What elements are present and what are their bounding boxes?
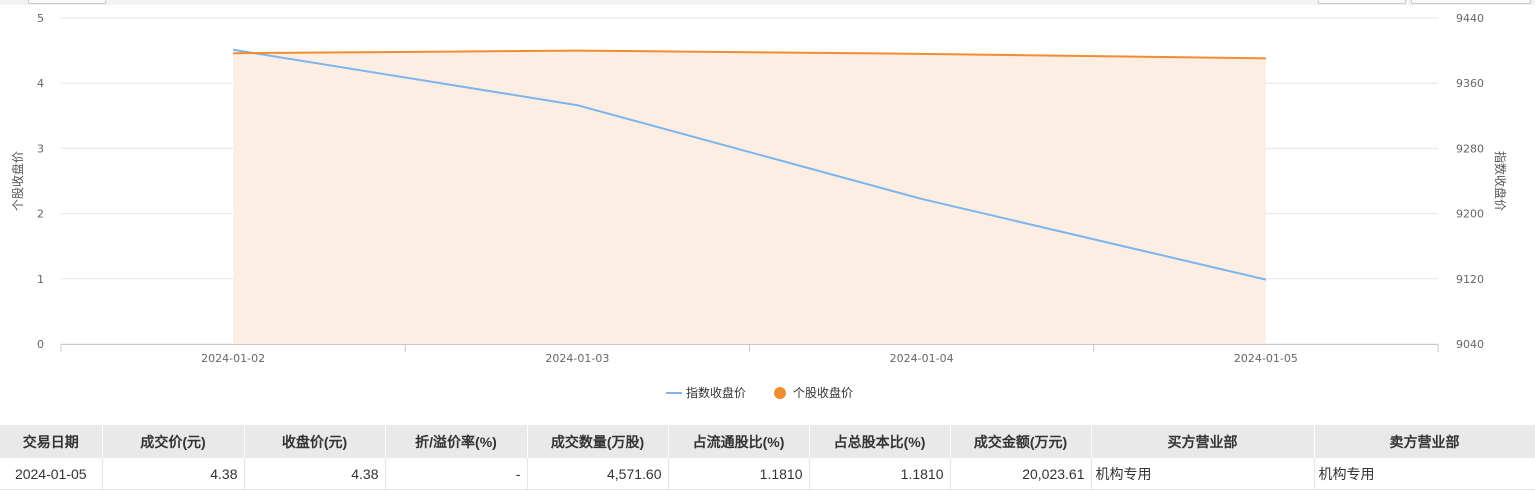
col-header-deal-price[interactable]: 成交价(元) — [102, 425, 245, 458]
table-header-row: 交易日期 成交价(元) 收盘价(元) 折/溢价率(%) 成交数量(万股) 占流通… — [0, 425, 1535, 458]
index-close-line — [232, 48, 1267, 281]
cell-trade-date: 2024-01-05 — [0, 458, 103, 490]
cell-seller-branch: 机构专用 — [1314, 458, 1535, 490]
y-left-tick-label: 0 — [37, 338, 44, 351]
y-left-tick-label: 4 — [37, 77, 44, 90]
cell-volume: 4,571.60 — [527, 458, 669, 490]
y-left-axis-title: 个股收盘价 — [10, 151, 25, 211]
col-header-seller-branch[interactable]: 卖方营业部 — [1314, 425, 1535, 458]
stock-close-line — [233, 49, 1266, 60]
axes: 0 1 2 3 4 5 9040 9120 9200 9280 9360 9440 2024-01-02… — [10, 12, 1508, 365]
col-header-buyer-branch[interactable]: 买方营业部 — [1091, 425, 1315, 458]
toolbar-button-right-2[interactable] — [1411, 0, 1531, 4]
cell-amount: 20,023.61 — [950, 458, 1092, 490]
legend-label: 指数收盘价 — [686, 385, 746, 400]
y-right-tick-label: 9440 — [1456, 12, 1484, 25]
block-trade-chart: 0 1 2 3 4 5 9040 9120 9200 9280 9360 9440 2024-01-02… — [10, 12, 1508, 400]
top-toolbar-strip — [0, 0, 1535, 5]
col-header-float-share-ratio[interactable]: 占流通股比(%) — [668, 425, 810, 458]
col-header-premium-rate[interactable]: 折/溢价率(%) — [385, 425, 528, 458]
cell-close-price: 4.38 — [244, 458, 386, 490]
y-left-tick-label: 5 — [37, 12, 44, 25]
legend-item-index[interactable]: 指数收盘价 — [666, 385, 746, 400]
cell-float-share-ratio: 1.1810 — [668, 458, 810, 490]
stock-price-area-fill — [233, 50, 1266, 344]
cell-deal-price: 4.38 — [102, 458, 245, 490]
chart-legend: 指数收盘价 个股收盘价 — [666, 385, 853, 400]
y-left-tick-label: 1 — [37, 273, 44, 286]
col-header-close-price[interactable]: 收盘价(元) — [244, 425, 386, 458]
cell-total-share-ratio: 1.1810 — [809, 458, 951, 490]
x-tick-label: 2024-01-02 — [201, 352, 265, 365]
toolbar-button-left[interactable] — [28, 0, 106, 4]
x-tick-label: 2024-01-05 — [1234, 352, 1298, 365]
col-header-amount[interactable]: 成交金额(万元) — [950, 425, 1092, 458]
y-right-tick-label: 9120 — [1456, 273, 1484, 286]
col-header-volume[interactable]: 成交数量(万股) — [527, 425, 669, 458]
legend-dot-icon — [774, 387, 786, 399]
cell-buyer-branch: 机构专用 — [1091, 458, 1315, 490]
y-right-tick-label: 9200 — [1456, 208, 1484, 221]
y-left-tick-label: 2 — [37, 208, 44, 221]
y-right-tick-label: 9360 — [1456, 77, 1484, 90]
legend-item-stock[interactable]: 个股收盘价 — [774, 385, 853, 400]
x-tick-label: 2024-01-04 — [890, 352, 954, 365]
y-right-tick-label: 9040 — [1456, 338, 1484, 351]
y-right-tick-label: 9280 — [1456, 142, 1484, 155]
col-header-total-share-ratio[interactable]: 占总股本比(%) — [809, 425, 951, 458]
legend-label: 个股收盘价 — [793, 385, 853, 400]
table-row: 2024-01-05 4.38 4.38 - 4,571.60 1.1810 1… — [0, 458, 1535, 490]
stock-price-area — [233, 50, 1266, 344]
col-header-trade-date[interactable]: 交易日期 — [0, 425, 103, 458]
x-tick-label: 2024-01-03 — [545, 352, 609, 365]
y-right-axis-title: 指数收盘价 — [1493, 151, 1508, 211]
toolbar-button-right-1[interactable] — [1318, 0, 1406, 4]
block-trade-table: 交易日期 成交价(元) 收盘价(元) 折/溢价率(%) 成交数量(万股) 占流通… — [0, 425, 1535, 490]
y-left-tick-label: 3 — [37, 142, 44, 155]
cell-premium-rate: - — [385, 458, 528, 490]
series-lines — [232, 48, 1267, 281]
